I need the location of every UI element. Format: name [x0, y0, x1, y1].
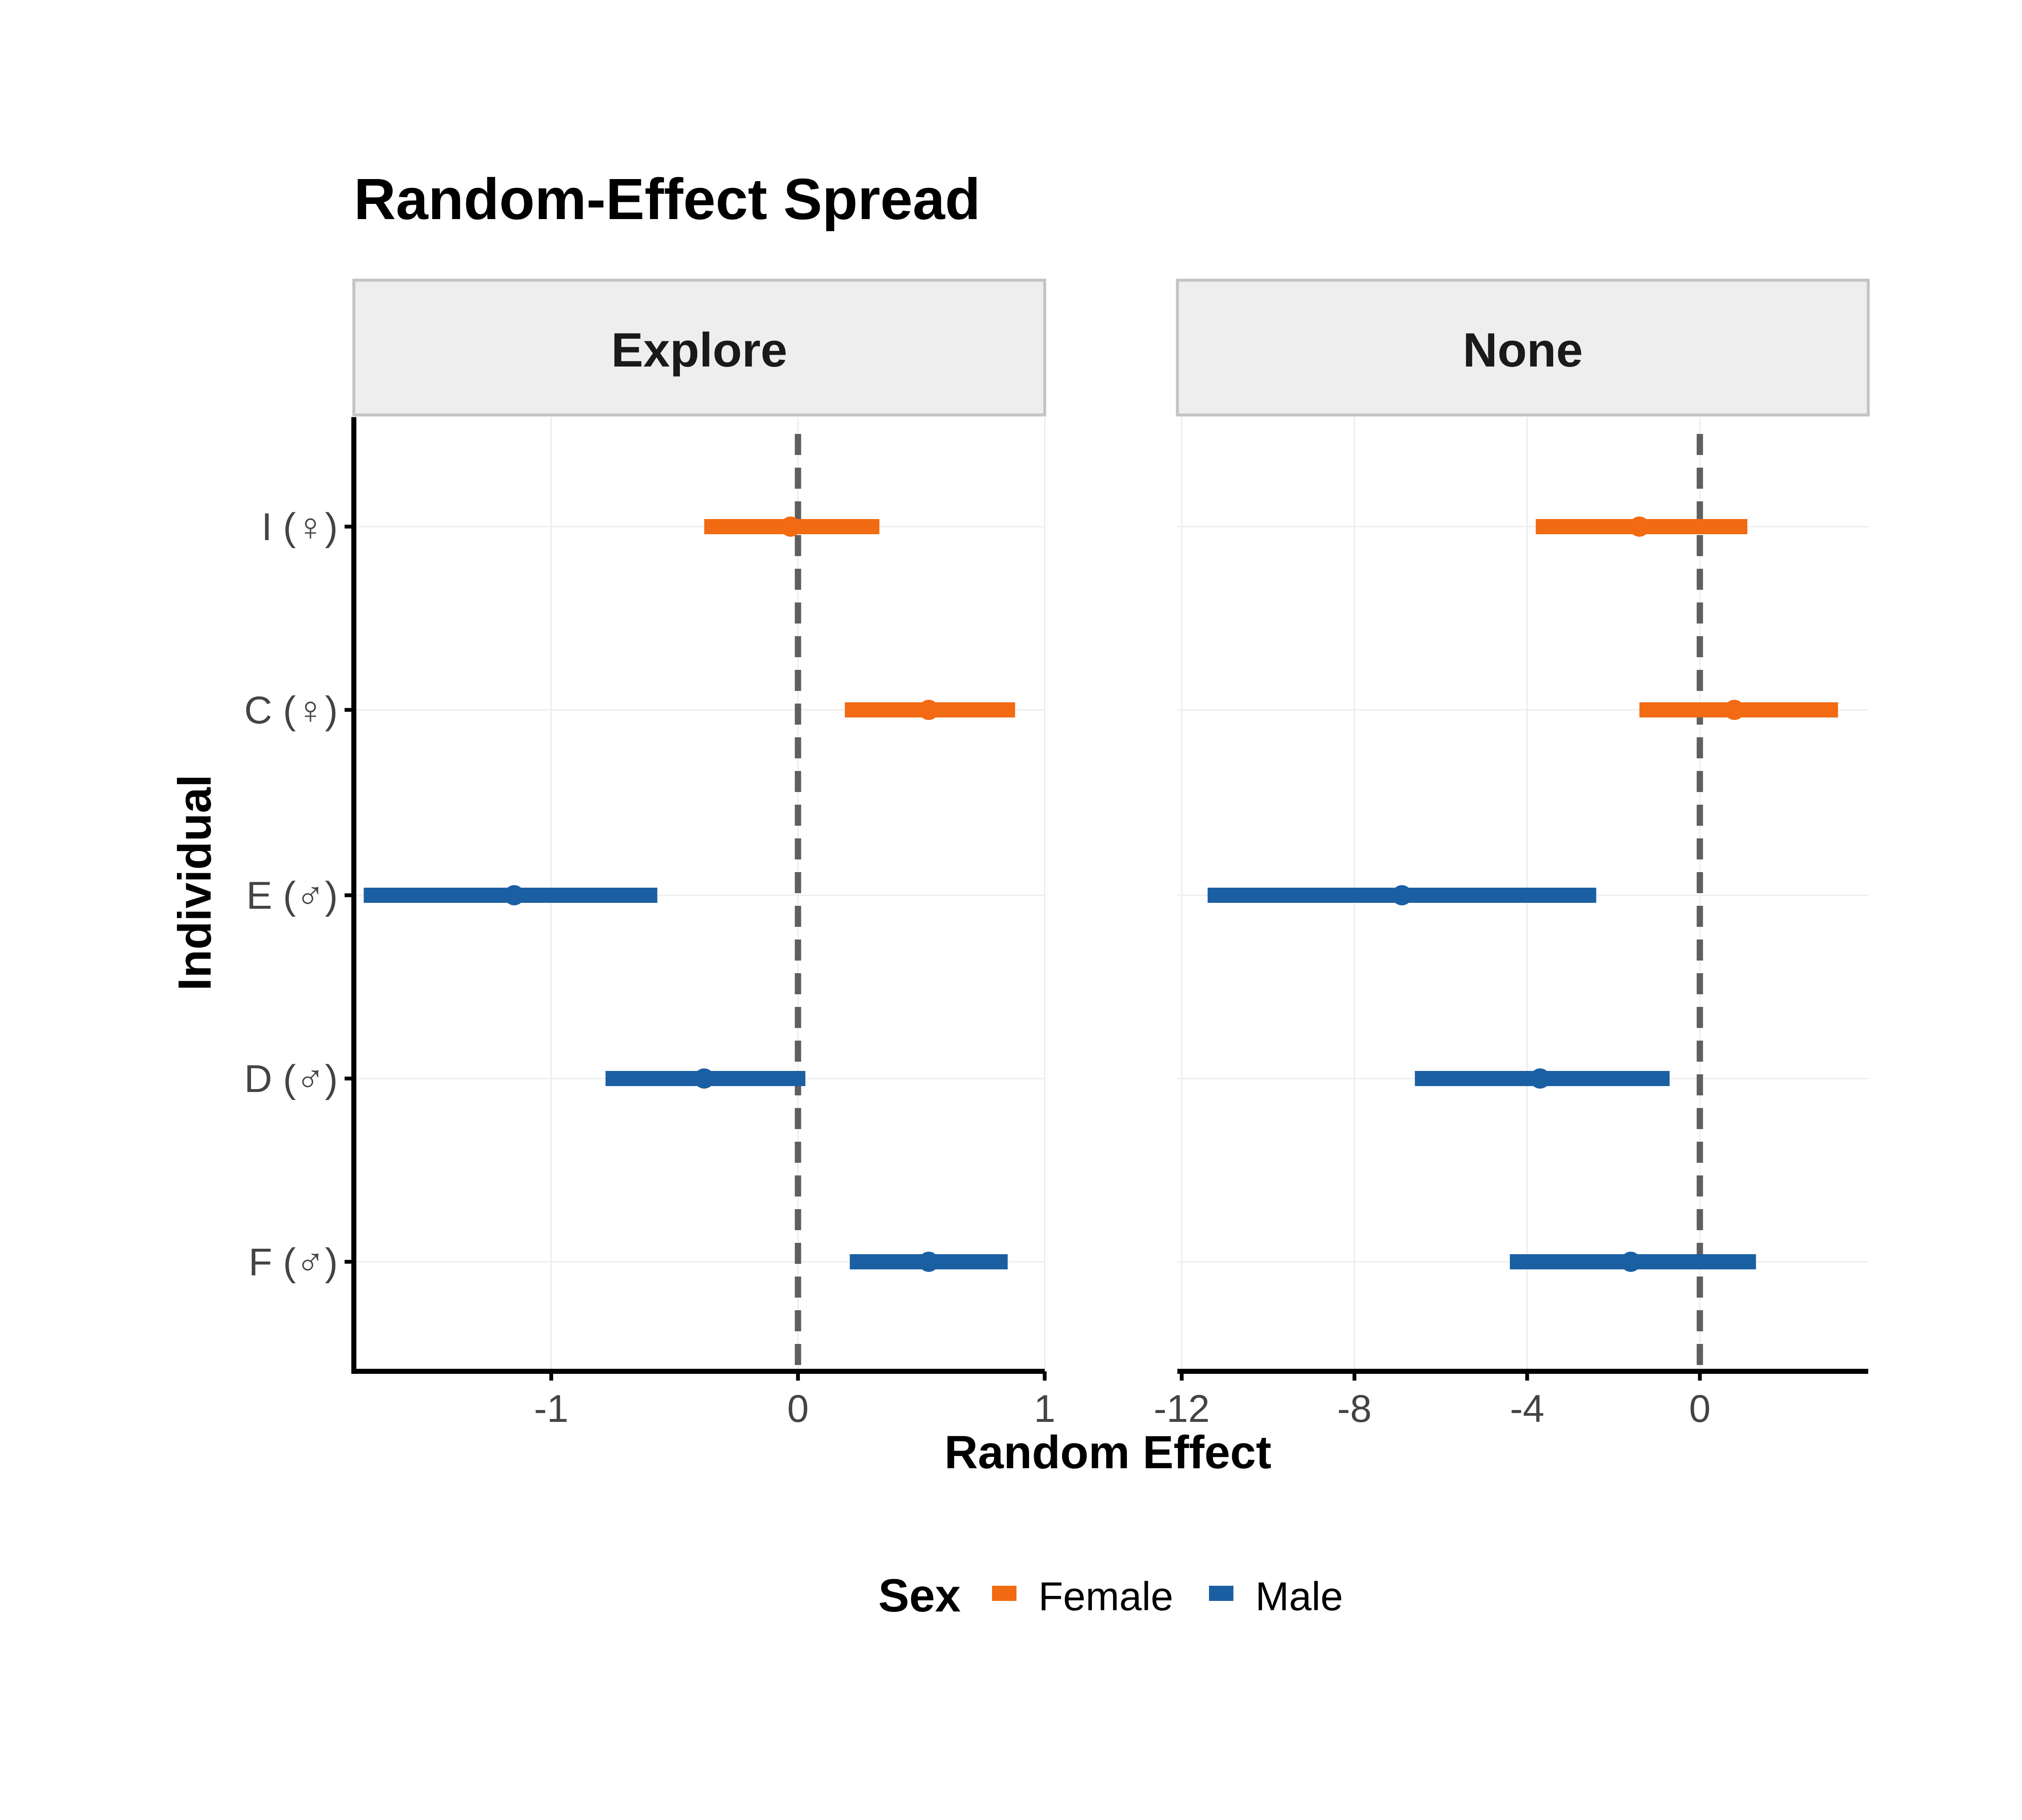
legend-key-female: [992, 1586, 1016, 1601]
y-axis: I (♀) C (♀) E (♂) D (♂) F (♂): [244, 417, 356, 1374]
estimate-point-i: [780, 517, 801, 537]
estimate-point-d: [694, 1068, 714, 1089]
y-tick-label: D (♂): [244, 1057, 338, 1100]
estimate-point-c: [1724, 700, 1745, 720]
strip-none: [1176, 278, 1870, 417]
y-tick-label: I (♀): [262, 506, 338, 549]
estimate-point-f: [1621, 1252, 1641, 1272]
estimate-point-d: [1530, 1068, 1550, 1089]
y-tick-label: F (♂): [249, 1241, 338, 1284]
y-tick-label: E (♂): [246, 874, 338, 917]
estimate-point-f: [918, 1252, 939, 1272]
legend-label-male: Male: [1255, 1574, 1343, 1619]
x-tick-label: -1: [534, 1387, 569, 1430]
estimate-point-e: [504, 885, 524, 905]
x-tick-label: -4: [1510, 1387, 1544, 1430]
legend-title: Sex: [878, 1570, 961, 1622]
panel-explore: Explore -1 0 1: [352, 278, 1056, 1430]
x-tick-label: -12: [1154, 1387, 1210, 1430]
panels-layer: Explore -1 0 1 None -12 -8 -4 0: [352, 278, 1870, 1430]
strip-explore: [352, 278, 1046, 417]
estimate-point-i: [1629, 517, 1650, 537]
x-tick-label: 0: [787, 1387, 809, 1430]
estimate-point-e: [1392, 885, 1412, 905]
x-axis-title: Random Effect: [944, 1427, 1271, 1478]
x-tick-label: 0: [1689, 1387, 1711, 1430]
legend: Sex Female Male: [878, 1570, 1343, 1622]
estimate-point-c: [918, 700, 939, 720]
legend-label-female: Female: [1038, 1574, 1173, 1619]
panel-none: None -12 -8 -4 0: [1154, 278, 1870, 1430]
x-tick-label: 1: [1034, 1387, 1055, 1430]
chart-title: Random-Effect Spread: [354, 167, 981, 232]
x-tick-label: -8: [1337, 1387, 1372, 1430]
strip-label-explore: Explore: [611, 324, 787, 377]
strip-label-none: None: [1463, 324, 1583, 377]
legend-key-male: [1209, 1586, 1233, 1601]
y-axis-title: Individual: [169, 774, 221, 990]
y-tick-label: C (♀): [244, 689, 338, 732]
